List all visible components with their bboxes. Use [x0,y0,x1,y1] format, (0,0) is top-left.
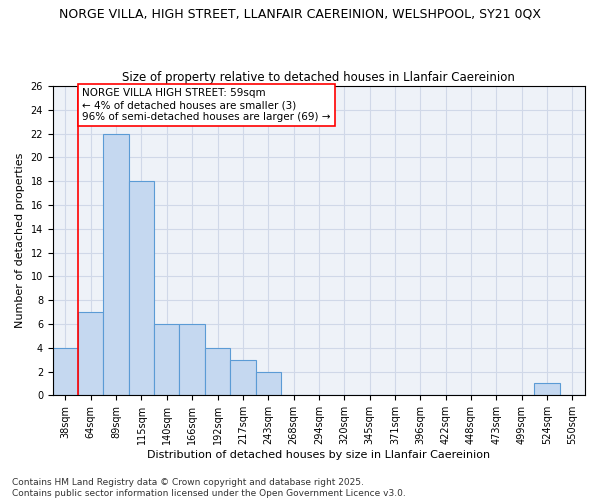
Bar [179,324,205,396]
Bar [129,181,154,396]
Y-axis label: Number of detached properties: Number of detached properties [15,153,25,328]
Bar [78,312,103,396]
Text: NORGE VILLA HIGH STREET: 59sqm
← 4% of detached houses are smaller (3)
96% of se: NORGE VILLA HIGH STREET: 59sqm ← 4% of d… [82,88,331,122]
Bar [230,360,256,396]
Text: NORGE VILLA, HIGH STREET, LLANFAIR CAEREINION, WELSHPOOL, SY21 0QX: NORGE VILLA, HIGH STREET, LLANFAIR CAERE… [59,8,541,20]
Text: Contains HM Land Registry data © Crown copyright and database right 2025.
Contai: Contains HM Land Registry data © Crown c… [12,478,406,498]
Bar [205,348,230,396]
X-axis label: Distribution of detached houses by size in Llanfair Caereinion: Distribution of detached houses by size … [148,450,490,460]
Bar [103,134,129,396]
Bar [154,324,179,396]
Bar [535,384,560,396]
Bar [53,348,78,396]
Title: Size of property relative to detached houses in Llanfair Caereinion: Size of property relative to detached ho… [122,70,515,84]
Bar [256,372,281,396]
